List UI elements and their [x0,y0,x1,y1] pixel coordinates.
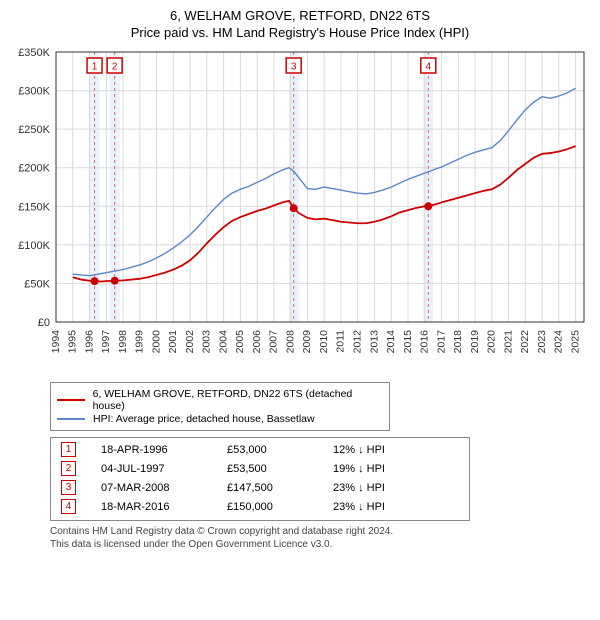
svg-text:£50K: £50K [24,278,50,290]
svg-text:2018: 2018 [452,330,464,354]
legend-item: 6, WELHAM GROVE, RETFORD, DN22 6TS (deta… [57,388,383,412]
svg-text:3: 3 [291,62,297,73]
svg-text:2001: 2001 [167,330,179,354]
sale-row: 2 04-JUL-1997 £53,500 19% ↓ HPI [57,459,463,478]
svg-text:£250K: £250K [18,124,50,136]
sales-table: 1 18-APR-1996 £53,000 12% ↓ HPI 2 04-JUL-1997… [50,437,470,521]
legend-swatch [57,418,85,420]
legend-item: HPI: Average price, detached house, Bass… [57,413,383,425]
footer-line-1: Contains HM Land Registry data © Crown c… [50,525,586,538]
svg-text:2014: 2014 [385,330,397,354]
legend: 6, WELHAM GROVE, RETFORD, DN22 6TS (deta… [50,382,390,431]
sale-price: £53,000 [227,444,317,456]
svg-text:1998: 1998 [117,330,129,354]
title-subtitle: Price paid vs. HM Land Registry's House … [8,25,592,40]
price-chart: £0 £50K £100K £150K £200K £250K £300K £350K 1994… [8,46,592,376]
svg-text:2011: 2011 [335,330,347,353]
sale-date: 04-JUL-1997 [101,463,211,475]
sale-delta: 19% ↓ HPI [333,463,433,475]
legend-swatch [57,399,85,401]
footer-line-2: This data is licensed under the Open Gov… [50,538,586,551]
chart-area: £0 £50K £100K £150K £200K £250K £300K £350K 1994… [8,46,592,376]
svg-text:2016: 2016 [419,330,431,354]
svg-text:1: 1 [92,62,98,73]
svg-text:2013: 2013 [368,330,380,354]
svg-text:2009: 2009 [301,330,313,354]
svg-text:£350K: £350K [18,47,50,59]
sale-delta: 23% ↓ HPI [333,501,433,513]
sale-date: 07-MAR-2008 [101,482,211,494]
sale-row: 4 18-MAR-2016 £150,000 23% ↓ HPI [57,497,463,516]
sale-row: 1 18-APR-1996 £53,000 12% ↓ HPI [57,440,463,459]
sale-delta: 23% ↓ HPI [333,482,433,494]
svg-text:£200K: £200K [18,163,50,175]
legend-label: 6, WELHAM GROVE, RETFORD, DN22 6TS (deta… [93,388,383,412]
sale-index-box: 1 [61,442,76,457]
sale-price: £53,500 [227,463,317,475]
svg-text:2021: 2021 [502,330,514,354]
svg-text:1997: 1997 [100,330,112,354]
svg-text:2006: 2006 [251,330,263,354]
chart-container: 6, WELHAM GROVE, RETFORD, DN22 6TS Price… [0,0,600,559]
svg-text:2010: 2010 [318,330,330,354]
sale-date: 18-MAR-2016 [101,501,211,513]
svg-text:£300K: £300K [18,86,50,98]
svg-text:1994: 1994 [50,330,62,354]
svg-text:2019: 2019 [469,330,481,354]
svg-text:2025: 2025 [569,330,581,354]
svg-text:1996: 1996 [83,330,95,354]
svg-text:1995: 1995 [67,330,79,354]
svg-text:2024: 2024 [553,330,565,354]
sale-index-box: 2 [61,461,76,476]
svg-text:2007: 2007 [268,330,280,354]
svg-text:2000: 2000 [150,330,162,354]
svg-text:2004: 2004 [217,330,229,354]
svg-text:£100K: £100K [18,240,50,252]
data-attribution: Contains HM Land Registry data © Crown c… [50,525,586,551]
sale-delta: 12% ↓ HPI [333,444,433,456]
svg-text:2: 2 [112,62,118,73]
svg-text:2002: 2002 [184,330,196,354]
sale-index-box: 3 [61,480,76,495]
sale-price: £147,500 [227,482,317,494]
svg-text:1999: 1999 [134,330,146,354]
svg-text:2015: 2015 [402,330,414,354]
svg-text:2020: 2020 [486,330,498,354]
svg-text:2017: 2017 [435,330,447,354]
svg-text:2003: 2003 [201,330,213,354]
sale-index-box: 4 [61,499,76,514]
svg-text:4: 4 [426,62,432,73]
legend-label: HPI: Average price, detached house, Bass… [93,413,315,425]
svg-text:£150K: £150K [18,201,50,213]
svg-text:2022: 2022 [519,330,531,354]
svg-text:2005: 2005 [234,330,246,354]
svg-text:£0: £0 [38,317,50,329]
svg-text:2023: 2023 [536,330,548,354]
sale-date: 18-APR-1996 [101,444,211,456]
svg-text:2008: 2008 [284,330,296,354]
svg-text:2012: 2012 [351,330,363,354]
sale-price: £150,000 [227,501,317,513]
sale-row: 3 07-MAR-2008 £147,500 23% ↓ HPI [57,478,463,497]
title-address: 6, WELHAM GROVE, RETFORD, DN22 6TS [8,8,592,23]
